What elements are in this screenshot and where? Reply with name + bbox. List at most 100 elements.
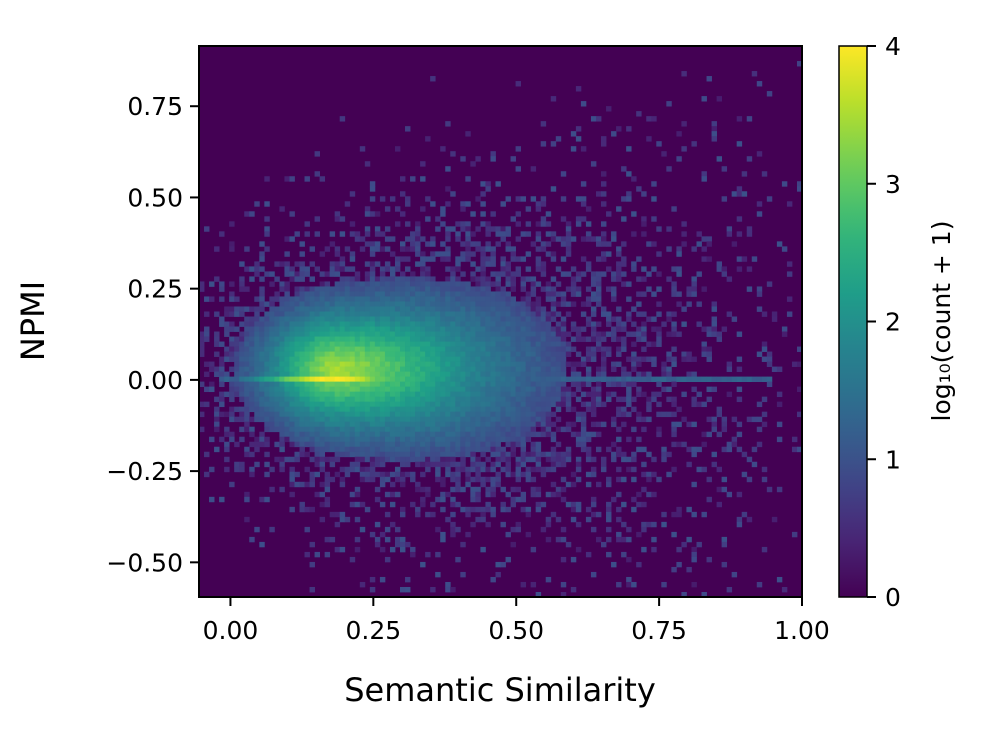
heatmap-cell <box>490 271 496 277</box>
heatmap-cell <box>796 186 803 192</box>
heatmap-cell <box>731 571 738 578</box>
heatmap-cell <box>495 421 501 428</box>
heatmap-cell <box>681 221 687 227</box>
heatmap-cell <box>661 151 667 157</box>
heatmap-cell <box>636 311 642 317</box>
heatmap-cell <box>575 521 582 528</box>
heatmap-cell <box>364 451 371 458</box>
heatmap-cell <box>500 416 506 423</box>
heatmap-cell <box>535 266 542 272</box>
heatmap-cell <box>440 491 446 498</box>
heatmap-cell <box>666 371 672 377</box>
heatmap-cell <box>545 386 552 393</box>
heatmap-cell <box>601 541 607 548</box>
heatmap-cell <box>495 561 501 568</box>
heatmap-cell <box>616 246 622 252</box>
heatmap-cell <box>711 321 717 327</box>
heatmap-cell <box>585 346 592 352</box>
heatmap-cell <box>495 271 501 277</box>
heatmap-cell <box>621 346 627 352</box>
heatmap-cell <box>475 366 481 372</box>
heatmap-cell <box>560 341 567 347</box>
heatmap-cell <box>661 321 667 327</box>
heatmap-cell <box>289 506 295 513</box>
heatmap-cell <box>324 496 331 503</box>
heatmap-cell <box>379 576 386 583</box>
heatmap-cell <box>374 276 381 282</box>
heatmap-cell <box>425 216 431 222</box>
heatmap-cell <box>450 376 456 383</box>
heatmap-cell <box>349 461 356 468</box>
heatmap-cell <box>450 406 456 413</box>
heatmap-cell <box>420 266 426 272</box>
heatmap-cell <box>204 401 210 408</box>
heatmap-cell <box>646 471 652 478</box>
heatmap-cell <box>460 361 466 367</box>
heatmap-cell <box>545 341 552 347</box>
heatmap-cell <box>505 316 511 322</box>
heatmap-cell <box>339 321 346 327</box>
heatmap-cell <box>535 406 542 413</box>
heatmap-cell <box>209 361 215 367</box>
heatmap-cell <box>590 346 597 352</box>
heatmap-cell <box>440 336 446 342</box>
heatmap-cell <box>415 376 421 383</box>
heatmap-cell <box>204 311 210 317</box>
heatmap-cell <box>465 441 471 448</box>
heatmap-cell <box>515 306 522 312</box>
heatmap-cell <box>344 436 351 443</box>
heatmap-cell <box>269 371 275 377</box>
heatmap-cell <box>369 351 376 357</box>
heatmap-cell <box>214 416 220 423</box>
heatmap-cell <box>440 291 446 297</box>
heatmap-cell <box>515 521 522 528</box>
heatmap-cell <box>616 476 622 483</box>
heatmap-cell <box>545 391 552 398</box>
heatmap-cell <box>324 291 331 297</box>
heatmap-cell <box>394 401 401 408</box>
heatmap-cell <box>334 446 341 453</box>
heatmap-cell <box>309 376 315 383</box>
heatmap-cell <box>435 251 441 257</box>
heatmap-cell <box>510 436 516 443</box>
heatmap-cell <box>736 421 743 428</box>
heatmap-cell <box>545 381 552 388</box>
heatmap-cell <box>435 416 441 423</box>
heatmap-cell <box>761 311 768 317</box>
heatmap-cell <box>535 351 542 357</box>
heatmap-cell <box>339 511 346 518</box>
heatmap-cell <box>550 341 557 347</box>
heatmap-cell <box>490 246 496 252</box>
heatmap-cell <box>706 256 712 262</box>
heatmap-cell <box>400 586 406 593</box>
heatmap-cell <box>334 301 341 307</box>
heatmap-cell <box>490 281 496 287</box>
heatmap-cell <box>470 381 476 388</box>
heatmap-cell <box>394 421 401 428</box>
heatmap-cell <box>204 386 210 393</box>
heatmap-cell <box>369 456 376 463</box>
heatmap-cell <box>349 421 356 428</box>
heatmap-cell <box>540 431 547 438</box>
heatmap-cell <box>319 371 326 377</box>
heatmap-cell <box>631 231 637 237</box>
heatmap-cell <box>535 306 542 312</box>
heatmap-cell <box>334 336 341 342</box>
heatmap-cell <box>631 366 637 372</box>
heatmap-cell <box>204 326 210 332</box>
heatmap-cell <box>606 511 612 518</box>
heatmap-cell <box>249 341 255 347</box>
heatmap-cell <box>204 226 210 232</box>
heatmap-cell <box>505 321 511 327</box>
heatmap-cell <box>374 241 381 247</box>
heatmap-cell <box>289 416 295 423</box>
heatmap-cell <box>555 386 562 393</box>
heatmap-cell <box>269 426 275 433</box>
heatmap-cell <box>420 316 426 322</box>
heatmap-cell <box>440 531 446 538</box>
heatmap-cell <box>405 426 411 433</box>
heatmap-cell <box>359 331 366 337</box>
heatmap-cell <box>465 201 471 207</box>
heatmap-cell <box>234 466 240 473</box>
heatmap-cell <box>304 346 310 352</box>
